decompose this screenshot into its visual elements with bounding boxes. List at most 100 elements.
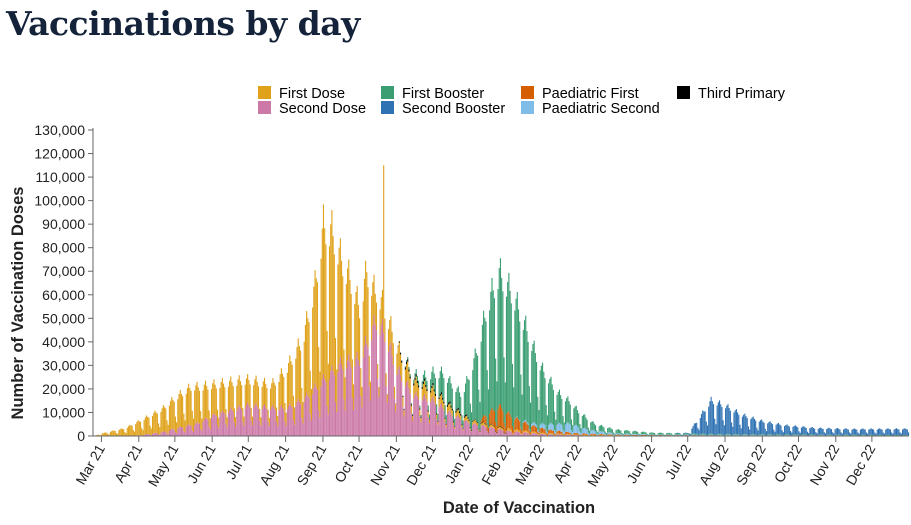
bar-first_booster <box>703 433 705 435</box>
bar-second_booster <box>790 430 792 436</box>
bar-first_dose <box>591 434 593 436</box>
bar-second_dose <box>179 426 181 436</box>
bar-first_booster <box>810 434 812 436</box>
bar-first_booster <box>709 433 711 435</box>
bar-second_dose <box>189 425 191 436</box>
bar-paediatric_second <box>627 433 629 435</box>
bar-second_booster <box>787 425 789 435</box>
bar-paediatric_second <box>738 434 740 436</box>
bar-second_dose <box>450 413 452 436</box>
bar-second_dose <box>289 403 291 436</box>
bar-first_dose <box>529 434 532 436</box>
bar-second_dose <box>144 434 146 436</box>
bar-first_booster <box>666 433 668 435</box>
bar-second_dose <box>543 434 545 436</box>
bar-first_dose <box>471 430 473 432</box>
bar-second_dose <box>508 430 510 436</box>
bar-second_booster <box>865 432 867 436</box>
bar-first_dose <box>149 425 151 435</box>
bar-first_dose <box>551 433 553 435</box>
bar-first_booster <box>769 434 771 435</box>
bar-paediatric_first <box>661 435 663 436</box>
bar-second_booster <box>850 433 852 436</box>
bar-first_booster <box>811 434 813 436</box>
bar-first_booster <box>538 410 540 432</box>
bar-first_dose <box>106 432 108 436</box>
bar-second_booster <box>740 428 742 436</box>
bar-paediatric_second <box>661 434 663 436</box>
bar-paediatric_second <box>608 432 610 435</box>
bar-paediatric_first <box>611 434 613 436</box>
bar-paediatric_first <box>481 417 483 423</box>
bar-second_dose <box>355 357 357 436</box>
bar-second_dose <box>170 429 172 436</box>
bar-first_booster <box>756 435 758 436</box>
bar-first_dose <box>321 228 323 380</box>
bar-second_dose <box>173 429 175 436</box>
bar-second_booster <box>796 426 798 435</box>
bar-first_dose <box>319 371 321 418</box>
bar-first_booster <box>691 433 693 435</box>
bar-first_dose <box>235 416 237 427</box>
bar-second_booster <box>869 428 871 435</box>
bar-second_dose <box>479 432 481 436</box>
bar-paediatric_first <box>635 434 638 436</box>
bar-third_primary <box>409 376 411 379</box>
bar-first_booster <box>529 402 532 432</box>
bar-first_dose <box>409 378 411 394</box>
bar-second_booster <box>888 429 890 435</box>
bar-first_dose <box>540 432 542 434</box>
bar-paediatric_second <box>568 423 570 433</box>
bar-paediatric_second <box>564 424 567 433</box>
bar-first_dose <box>569 434 571 436</box>
bar-first_booster <box>644 432 646 435</box>
bar-first_booster <box>720 433 722 435</box>
bar-first_dose <box>126 427 128 436</box>
bar-paediatric_first <box>511 426 514 433</box>
bar-first_dose <box>248 380 250 406</box>
bar-second_dose <box>409 393 411 436</box>
bar-paediatric_first <box>615 434 617 436</box>
bar-first_dose <box>213 379 215 413</box>
bar-first_dose <box>312 307 314 395</box>
legend-swatch-first_dose <box>258 86 271 99</box>
bar-second_dose <box>253 408 255 436</box>
bar-paediatric_second <box>532 422 534 426</box>
bar-second_booster <box>726 405 728 434</box>
bar-first_dose <box>348 259 350 355</box>
bar-paediatric_first <box>579 434 581 436</box>
bar-second_dose <box>467 422 469 436</box>
bar-paediatric_second <box>615 433 617 435</box>
bar-paediatric_first <box>657 435 659 436</box>
bar-paediatric_second <box>562 429 564 434</box>
bar-paediatric_first <box>542 427 544 433</box>
bar-first_booster <box>758 434 760 436</box>
bar-third_primary <box>467 417 469 419</box>
bar-first_booster <box>626 429 628 434</box>
bar-first_booster <box>752 434 754 435</box>
bar-first_dose <box>254 379 256 406</box>
bar-second_booster <box>779 424 781 435</box>
bar-first_booster <box>679 433 681 435</box>
bar-second_dose <box>514 431 516 436</box>
bar-second_dose <box>259 421 261 436</box>
bar-first_dose <box>185 393 187 427</box>
bar-second_booster <box>820 427 822 435</box>
bar-first_booster <box>762 434 764 435</box>
bar-first_booster <box>513 387 515 430</box>
bar-second_dose <box>306 392 308 436</box>
bar-first_dose <box>322 204 325 374</box>
bar-first_dose <box>101 433 103 436</box>
bar-second_booster <box>821 428 823 435</box>
bar-second_dose <box>371 340 373 436</box>
bar-paediatric_second <box>703 434 705 436</box>
bar-first_booster <box>694 433 697 435</box>
bar-first_dose <box>249 384 251 408</box>
bar-second_booster <box>873 429 875 435</box>
bar-first_dose <box>499 426 502 429</box>
bar-paediatric_second <box>674 434 676 436</box>
bar-second_dose <box>487 432 489 436</box>
bar-paediatric_second <box>692 434 694 436</box>
bar-first_booster <box>467 378 469 418</box>
bar-paediatric_second <box>581 428 583 434</box>
